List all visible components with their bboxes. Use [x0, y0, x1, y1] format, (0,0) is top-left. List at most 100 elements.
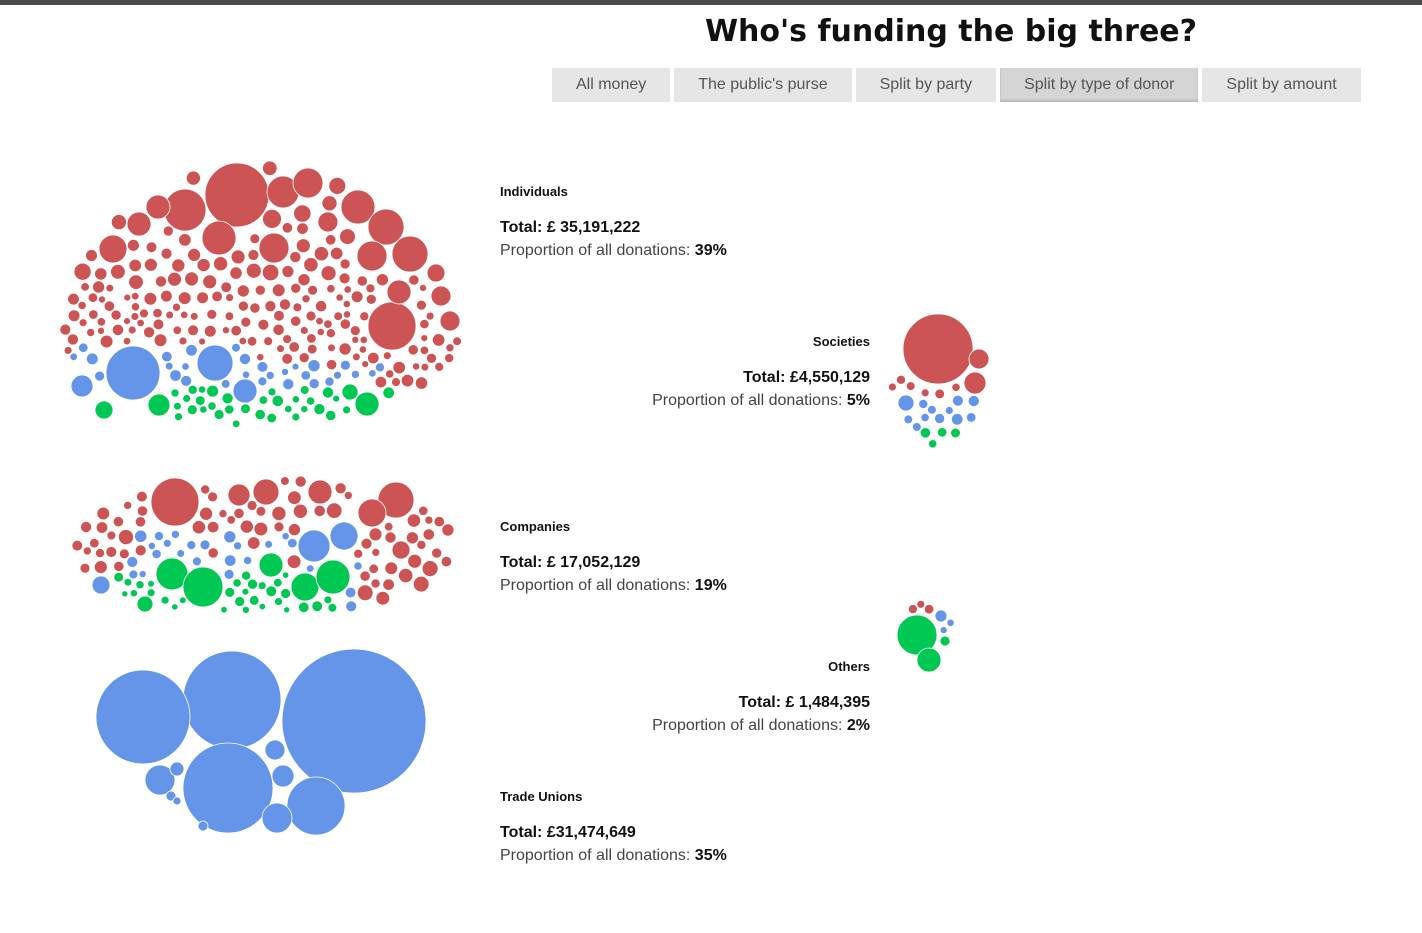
companies-bubble[interactable]	[424, 515, 434, 525]
others-bubble[interactable]	[896, 614, 938, 656]
companies-bubble[interactable]	[227, 483, 251, 507]
tab-split-by-amount[interactable]: Split by amount	[1202, 68, 1361, 102]
companies-bubble[interactable]	[91, 575, 111, 595]
individuals-bubble[interactable]	[94, 400, 114, 420]
individuals-bubble[interactable]	[351, 335, 360, 344]
individuals-bubble[interactable]	[307, 284, 319, 296]
individuals-bubble[interactable]	[237, 300, 249, 312]
individuals-bubble[interactable]	[291, 412, 301, 422]
individuals-bubble[interactable]	[66, 333, 79, 346]
individuals-bubble[interactable]	[80, 282, 90, 292]
individuals-bubble[interactable]	[430, 285, 452, 307]
companies-bubble[interactable]	[343, 490, 353, 500]
individuals-bubble[interactable]	[143, 257, 158, 272]
others-bubble[interactable]	[923, 604, 935, 615]
companies-bubble[interactable]	[356, 584, 374, 602]
companies-bubble[interactable]	[241, 587, 250, 596]
companies-bubble[interactable]	[233, 507, 245, 520]
individuals-bubble[interactable]	[225, 293, 235, 303]
companies-bubble[interactable]	[96, 506, 111, 521]
companies-bubble[interactable]	[121, 590, 129, 598]
individuals-bubble[interactable]	[198, 337, 207, 346]
individuals-bubble[interactable]	[262, 160, 278, 177]
individuals-bubble[interactable]	[314, 300, 328, 313]
companies-bubble[interactable]	[171, 603, 179, 611]
individuals-bubble[interactable]	[419, 345, 430, 356]
individuals-bubble[interactable]	[213, 256, 229, 272]
companies-bubble[interactable]	[246, 536, 261, 550]
companies-bubble[interactable]	[329, 521, 359, 551]
individuals-bubble[interactable]	[206, 308, 218, 320]
individuals-bubble[interactable]	[224, 404, 235, 415]
individuals-bubble[interactable]	[92, 280, 106, 294]
individuals-bubble[interactable]	[281, 352, 294, 365]
trade-unions-bubble[interactable]	[261, 802, 293, 834]
companies-bubble[interactable]	[287, 523, 301, 537]
companies-bubble[interactable]	[113, 560, 125, 573]
individuals-bubble[interactable]	[196, 344, 234, 382]
individuals-bubble[interactable]	[354, 391, 380, 417]
individuals-bubble[interactable]	[439, 310, 461, 332]
individuals-bubble[interactable]	[130, 292, 140, 301]
individuals-bubble[interactable]	[415, 299, 427, 311]
individuals-bubble[interactable]	[263, 336, 274, 347]
individuals-bubble[interactable]	[122, 336, 132, 346]
individuals-bubble[interactable]	[407, 344, 419, 356]
individuals-bubble[interactable]	[139, 308, 149, 319]
companies-bubble[interactable]	[134, 529, 148, 543]
individuals-bubble[interactable]	[178, 233, 192, 247]
individuals-bubble[interactable]	[110, 309, 122, 321]
individuals-bubble[interactable]	[179, 310, 189, 320]
individuals-bubble[interactable]	[359, 311, 370, 322]
companies-bubble[interactable]	[241, 605, 250, 614]
individuals-bubble[interactable]	[232, 378, 258, 404]
individuals-bubble[interactable]	[290, 282, 302, 294]
companies-bubble[interactable]	[223, 569, 235, 580]
societies-bubble[interactable]	[968, 348, 990, 370]
individuals-bubble[interactable]	[420, 362, 430, 372]
companies-bubble[interactable]	[311, 600, 324, 612]
trade-unions-bubble[interactable]	[197, 820, 209, 832]
individuals-bubble[interactable]	[333, 370, 342, 380]
tab-split-by-donor-type[interactable]: Split by type of donor	[1000, 68, 1199, 102]
societies-bubble[interactable]	[966, 412, 977, 423]
individuals-bubble[interactable]	[99, 334, 114, 349]
companies-bubble[interactable]	[241, 570, 252, 581]
individuals-bubble[interactable]	[186, 404, 198, 416]
individuals-bubble[interactable]	[325, 234, 337, 246]
individuals-bubble[interactable]	[281, 222, 294, 234]
companies-bubble[interactable]	[200, 484, 211, 495]
individuals-bubble[interactable]	[123, 317, 131, 326]
individuals-bubble[interactable]	[111, 323, 125, 336]
companies-bubble[interactable]	[287, 490, 302, 505]
companies-bubble[interactable]	[345, 600, 358, 613]
individuals-bubble[interactable]	[177, 291, 192, 305]
individuals-bubble[interactable]	[349, 325, 361, 337]
individuals-bubble[interactable]	[63, 345, 73, 355]
companies-bubble[interactable]	[123, 500, 133, 510]
societies-bubble[interactable]	[928, 439, 938, 449]
individuals-bubble[interactable]	[308, 378, 320, 390]
individuals-bubble[interactable]	[297, 273, 311, 287]
individuals-bubble[interactable]	[165, 310, 175, 320]
individuals-bubble[interactable]	[303, 257, 319, 273]
individuals-bubble[interactable]	[313, 246, 329, 262]
individuals-bubble[interactable]	[350, 290, 364, 304]
companies-bubble[interactable]	[246, 578, 258, 590]
individuals-bubble[interactable]	[220, 379, 231, 389]
companies-bubble[interactable]	[323, 595, 333, 605]
individuals-bubble[interactable]	[420, 334, 429, 343]
individuals-bubble[interactable]	[445, 343, 455, 353]
societies-bubble[interactable]	[967, 394, 980, 407]
individuals-bubble[interactable]	[365, 283, 376, 294]
individuals-bubble[interactable]	[392, 360, 406, 375]
individuals-bubble[interactable]	[240, 316, 252, 328]
companies-bubble[interactable]	[273, 521, 285, 533]
societies-bubble[interactable]	[951, 413, 964, 426]
companies-bubble[interactable]	[226, 515, 236, 525]
individuals-bubble[interactable]	[128, 258, 142, 273]
societies-bubble[interactable]	[903, 414, 914, 425]
companies-bubble[interactable]	[405, 531, 419, 545]
companies-bubble[interactable]	[239, 519, 254, 534]
individuals-bubble[interactable]	[162, 225, 174, 237]
